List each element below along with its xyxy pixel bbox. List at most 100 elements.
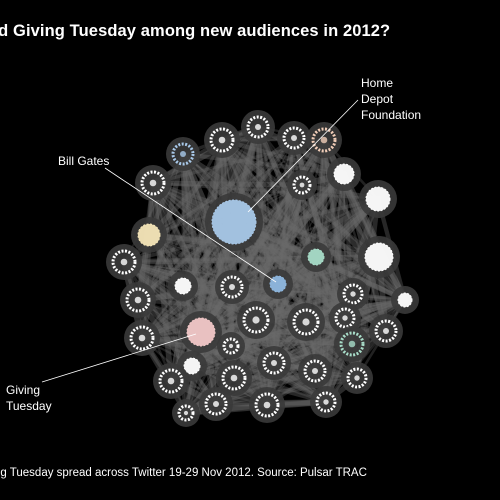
node-core	[149, 179, 157, 187]
network-edge	[227, 314, 349, 350]
source-caption: ng Tuesday spread across Twitter 19-29 N…	[0, 467, 367, 479]
node-core	[252, 316, 260, 324]
network-edge	[146, 232, 382, 260]
network-edge	[219, 137, 347, 177]
network-edge	[291, 135, 382, 260]
network-edge	[254, 298, 407, 322]
network-edge	[230, 343, 353, 347]
community-node	[397, 292, 413, 308]
community-node	[129, 325, 155, 351]
community-node	[292, 175, 312, 195]
node-core	[302, 318, 310, 326]
network-edge	[200, 256, 317, 333]
network-edge	[151, 181, 380, 201]
node-core	[218, 136, 226, 144]
community-node	[242, 306, 270, 334]
community-node	[140, 170, 166, 196]
network-edge	[271, 254, 382, 366]
network-edge	[256, 125, 318, 259]
node-core	[383, 328, 389, 334]
node-core	[255, 124, 261, 130]
network-edge	[230, 285, 355, 296]
network-edge	[219, 137, 309, 325]
network-edge	[149, 179, 235, 350]
network-edge	[180, 151, 347, 177]
network-edge	[152, 182, 307, 323]
community-node	[282, 126, 306, 150]
node-core	[291, 135, 297, 141]
node-core	[348, 340, 356, 348]
network-edge	[232, 342, 354, 380]
community-node	[334, 307, 356, 329]
node-core	[228, 343, 234, 349]
network-edge	[136, 138, 224, 302]
label-home-depot-foundation: Home Depot Foundation	[361, 76, 422, 122]
network-edge	[146, 232, 356, 297]
network-edge	[313, 254, 408, 303]
community-node	[269, 275, 287, 293]
network-edge	[231, 286, 316, 372]
network-edge	[199, 183, 304, 334]
node-core	[312, 368, 318, 374]
network-edge	[181, 197, 380, 288]
community-node	[220, 275, 244, 299]
network-edge	[229, 182, 305, 290]
node-core	[138, 334, 146, 342]
network-edge	[136, 125, 260, 302]
network-edge	[180, 151, 204, 335]
network-edge	[151, 181, 347, 320]
network-edge	[300, 183, 317, 373]
node-core	[180, 151, 186, 157]
network-edge	[122, 255, 318, 264]
community-node	[174, 277, 192, 295]
network-edge	[231, 286, 406, 301]
network-edge	[139, 196, 381, 341]
network-edge	[274, 181, 306, 288]
network-edge	[170, 299, 406, 382]
network-edge	[123, 261, 279, 285]
network-edge	[291, 135, 348, 321]
community-node	[262, 351, 286, 375]
label-giving-tuesday: Giving Tuesday	[6, 383, 52, 413]
community-node	[137, 223, 161, 247]
community-node	[307, 248, 325, 266]
node-core	[350, 291, 356, 297]
node-core	[342, 315, 348, 321]
network-edge	[121, 259, 309, 325]
node-core	[229, 284, 235, 290]
network-edge	[139, 335, 355, 347]
network-edge	[231, 219, 389, 334]
network-edge	[265, 282, 280, 407]
node-core	[323, 399, 329, 405]
network-edge	[231, 254, 319, 381]
network-edge	[199, 292, 355, 334]
network-edge	[185, 173, 345, 414]
network-edge	[181, 284, 276, 365]
network-edge	[232, 316, 347, 380]
community-node	[339, 331, 365, 357]
community-node	[364, 242, 394, 272]
leader-line-giving-tuesday	[41, 333, 197, 383]
network-edge	[150, 180, 382, 260]
node-core	[134, 296, 142, 304]
label-bill-gates: Bill Gates	[58, 154, 110, 168]
community-node	[346, 367, 368, 389]
community-node	[158, 368, 184, 394]
network-edge	[323, 139, 354, 295]
network-edge	[253, 135, 297, 323]
chart-title: nd Giving Tuesday among new audiences in…	[0, 22, 391, 40]
network-edge	[181, 284, 188, 415]
community-node	[186, 317, 216, 347]
network-edge	[273, 139, 325, 364]
network-edge	[146, 124, 261, 238]
community-node	[333, 163, 355, 185]
community-node	[125, 287, 151, 313]
network-edge	[233, 198, 379, 379]
network-edge	[150, 180, 174, 384]
network-edge	[199, 255, 381, 334]
community-node	[171, 142, 195, 166]
network-edge	[189, 281, 281, 369]
network-edge	[180, 151, 219, 407]
leader-line-home-depot	[247, 99, 359, 213]
